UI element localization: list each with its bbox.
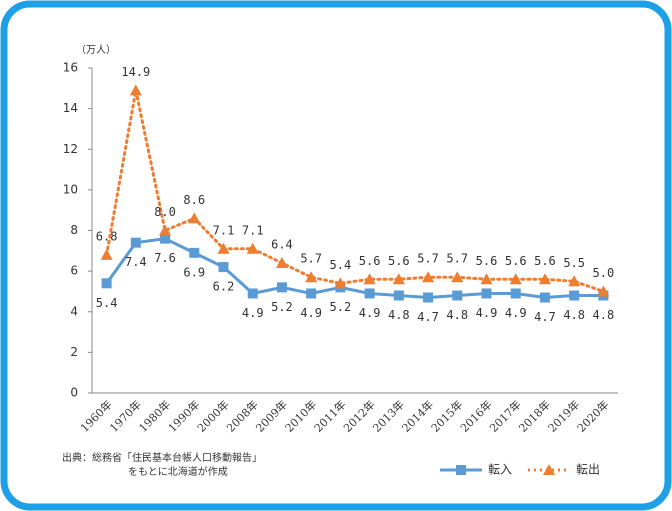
y-tick-label: 0	[70, 386, 78, 400]
y-tick-label: 2	[70, 345, 78, 359]
data-label: 8.6	[183, 193, 205, 207]
marker	[364, 288, 375, 299]
marker	[539, 292, 550, 303]
marker	[275, 257, 288, 268]
marker	[451, 271, 464, 283]
data-label: 14.9	[121, 65, 150, 79]
y-tick-label: 10	[63, 182, 78, 196]
y-tick-label: 4	[70, 304, 78, 318]
data-label: 5.7	[446, 252, 468, 266]
marker	[597, 285, 610, 297]
marker	[569, 290, 580, 301]
data-label: 7.1	[242, 223, 264, 237]
data-label: 5.6	[534, 254, 556, 268]
marker	[422, 271, 435, 283]
marker	[129, 84, 142, 96]
data-label: 4.9	[505, 306, 527, 320]
marker	[363, 273, 376, 285]
data-label: 5.2	[271, 300, 293, 314]
data-label: 4.9	[300, 306, 322, 320]
marker	[452, 290, 463, 301]
marker	[218, 262, 229, 273]
marker	[305, 271, 318, 283]
marker	[480, 273, 493, 285]
marker	[188, 212, 201, 224]
data-label: 4.9	[242, 306, 264, 320]
y-tick-label: 8	[70, 223, 78, 237]
data-label: 5.7	[300, 252, 322, 266]
data-label: 4.7	[534, 310, 556, 324]
data-label: 5.6	[388, 254, 410, 268]
data-label: 5.4	[96, 296, 118, 310]
legend-marker	[456, 465, 466, 475]
marker	[160, 233, 171, 244]
marker	[247, 288, 258, 299]
legend-marker	[543, 464, 555, 475]
marker	[334, 277, 347, 289]
data-label: 7.6	[154, 251, 176, 265]
y-tick-label: 16	[63, 61, 78, 75]
marker	[306, 288, 317, 299]
y-tick-label: 14	[63, 101, 78, 115]
data-label: 8.0	[154, 205, 176, 219]
marker	[393, 290, 404, 301]
data-label: 7.1	[213, 223, 235, 237]
marker	[101, 278, 112, 289]
source: 出典：総務省「住民基本台帳人口移動報告」	[62, 451, 262, 464]
data-label: 6.2	[213, 280, 235, 294]
data-label: 5.6	[359, 254, 381, 268]
legend-label: 転入	[488, 463, 512, 477]
data-label: 6.9	[183, 265, 205, 279]
data-label: 4.8	[593, 308, 615, 322]
data-label: 4.9	[359, 306, 381, 320]
y-tick-label: 6	[70, 264, 78, 278]
data-label: 4.8	[388, 308, 410, 322]
marker	[509, 273, 522, 285]
marker	[130, 237, 141, 248]
data-label: 5.7	[417, 252, 439, 266]
data-label: 5.0	[593, 266, 615, 280]
marker	[481, 288, 492, 299]
data-label: 4.9	[476, 306, 498, 320]
data-label: 5.6	[505, 254, 527, 268]
data-label: 6.4	[271, 238, 293, 252]
source: をもとに北海道が作成	[128, 465, 228, 478]
data-label: 5.6	[476, 254, 498, 268]
marker	[159, 224, 172, 236]
data-label: 7.4	[125, 255, 147, 269]
marker	[392, 273, 405, 285]
marker	[189, 247, 200, 258]
marker	[510, 288, 521, 299]
data-label: 6.8	[96, 229, 118, 243]
marker	[246, 242, 259, 254]
data-label: 4.8	[446, 308, 468, 322]
data-label: 4.8	[563, 308, 585, 322]
data-label: 5.2	[330, 300, 352, 314]
marker	[100, 248, 113, 260]
marker	[276, 282, 287, 293]
marker	[538, 273, 551, 285]
y-tick-label: 12	[63, 142, 78, 156]
marker	[217, 242, 230, 254]
legend-label: 転出	[576, 463, 600, 477]
marker	[423, 292, 434, 303]
data-label: 4.7	[417, 310, 439, 324]
series-line	[105, 90, 605, 293]
data-label: 5.4	[330, 258, 352, 272]
data-label: 5.5	[563, 256, 585, 270]
marker	[568, 275, 581, 287]
y-unit: （万人）	[76, 44, 116, 56]
